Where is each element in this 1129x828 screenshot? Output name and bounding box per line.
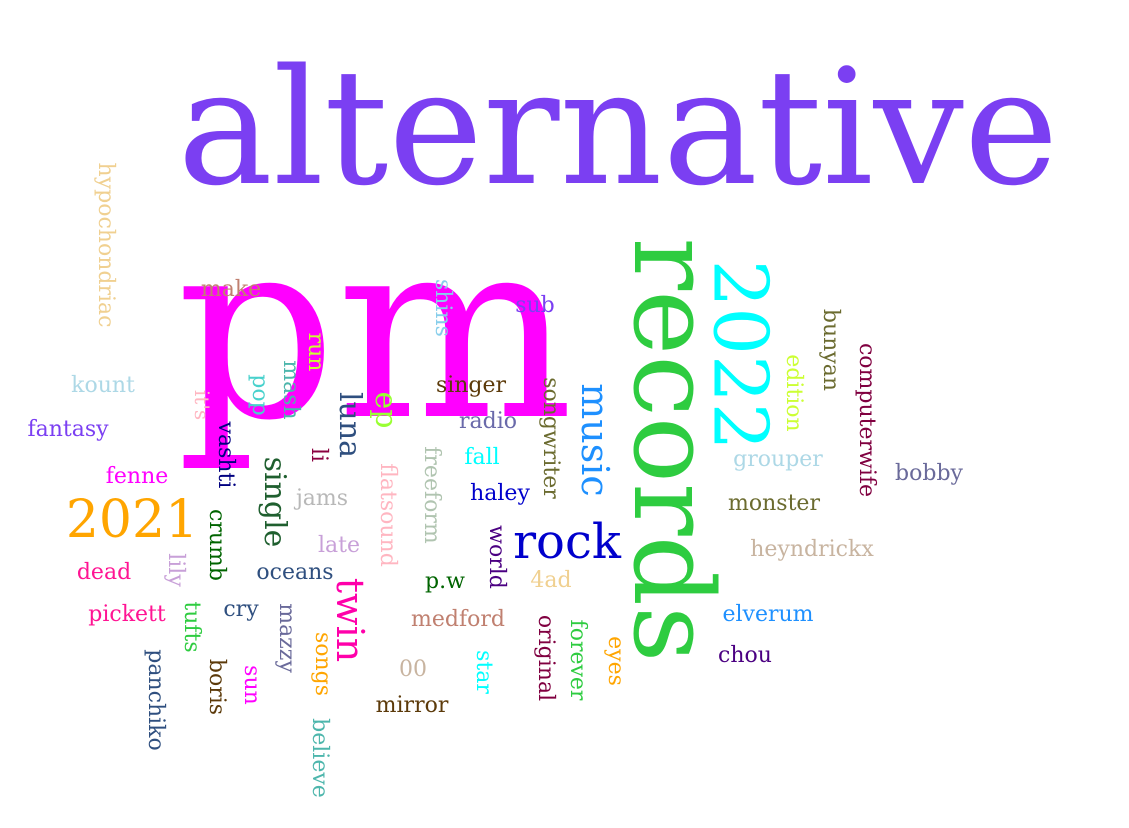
word-make: make xyxy=(200,277,262,302)
word-mash: mash xyxy=(278,360,303,420)
word-ep: ep xyxy=(368,391,403,429)
word-edition: edition xyxy=(781,354,806,432)
word-flatsound: flatsound xyxy=(375,463,400,567)
word-elverum: elverum xyxy=(722,602,814,627)
word-songwriter: songwriter xyxy=(538,377,563,499)
word-00: 00 xyxy=(399,657,427,682)
word-rock: rock xyxy=(513,514,621,570)
word-mirror: mirror xyxy=(375,693,449,718)
word-dead: dead xyxy=(76,560,132,585)
word-li: li xyxy=(306,447,331,463)
word-bobby: bobby xyxy=(895,461,963,486)
word-world: world xyxy=(484,525,509,589)
word-kount: kount xyxy=(71,373,135,398)
word-p-w: p.w xyxy=(425,569,465,594)
word-computerwife: computerwife xyxy=(854,342,879,498)
word-shins: shins xyxy=(430,279,455,337)
word-monster: monster xyxy=(728,491,820,516)
word-fall: fall xyxy=(464,445,500,470)
word-late: late xyxy=(317,533,361,558)
word-vashti: vashti xyxy=(213,421,238,489)
word-mazzy: mazzy xyxy=(274,603,299,673)
word-2021: 2021 xyxy=(65,490,199,550)
word-believe: believe xyxy=(307,718,332,798)
word-forever: forever xyxy=(565,619,590,701)
word-twin: twin xyxy=(328,577,372,663)
word-sun: sun xyxy=(239,665,264,705)
word-bunyan: bunyan xyxy=(818,308,843,392)
word-oceans: oceans xyxy=(256,560,334,585)
word-grouper: grouper xyxy=(733,447,823,472)
word-singer: singer xyxy=(435,373,507,398)
word-heyndrickx: heyndrickx xyxy=(750,537,874,562)
word-it-s: it's xyxy=(190,389,214,421)
word-hypochondriac: hypochondriac xyxy=(93,162,118,328)
word-crumb: crumb xyxy=(204,509,229,581)
word-medford: medford xyxy=(411,607,505,632)
word-music: music xyxy=(573,383,617,497)
word-original: original xyxy=(533,614,558,702)
word-songs: songs xyxy=(310,631,335,697)
word-single: single xyxy=(257,456,292,548)
word-lily: lily xyxy=(163,553,188,587)
word-star: star xyxy=(471,650,496,694)
word-freeform: freeform xyxy=(419,446,444,544)
word-sub: sub xyxy=(515,293,555,318)
word-run: run xyxy=(303,332,328,372)
word-cry: cry xyxy=(223,597,259,622)
word-4ad: 4ad xyxy=(530,568,572,593)
word-jams: jams xyxy=(295,486,349,511)
word-haley: haley xyxy=(470,481,530,506)
word-pm: pm xyxy=(176,184,574,475)
word-radio: radio xyxy=(459,409,517,434)
word-eyes: eyes xyxy=(603,636,628,686)
word-chou: chou xyxy=(718,643,772,668)
word-2022: 2022 xyxy=(696,259,785,451)
word-fantasy: fantasy xyxy=(27,417,109,442)
word-boris: boris xyxy=(204,658,229,716)
word-tufts: tufts xyxy=(179,601,204,653)
word-luna: luna xyxy=(332,391,367,459)
word-pickett: pickett xyxy=(88,602,166,627)
word-pop: pop xyxy=(247,374,272,416)
word-fenne: fenne xyxy=(105,464,169,489)
word-alternative: alternative xyxy=(177,34,1059,221)
word-panchiko: panchiko xyxy=(143,649,168,751)
